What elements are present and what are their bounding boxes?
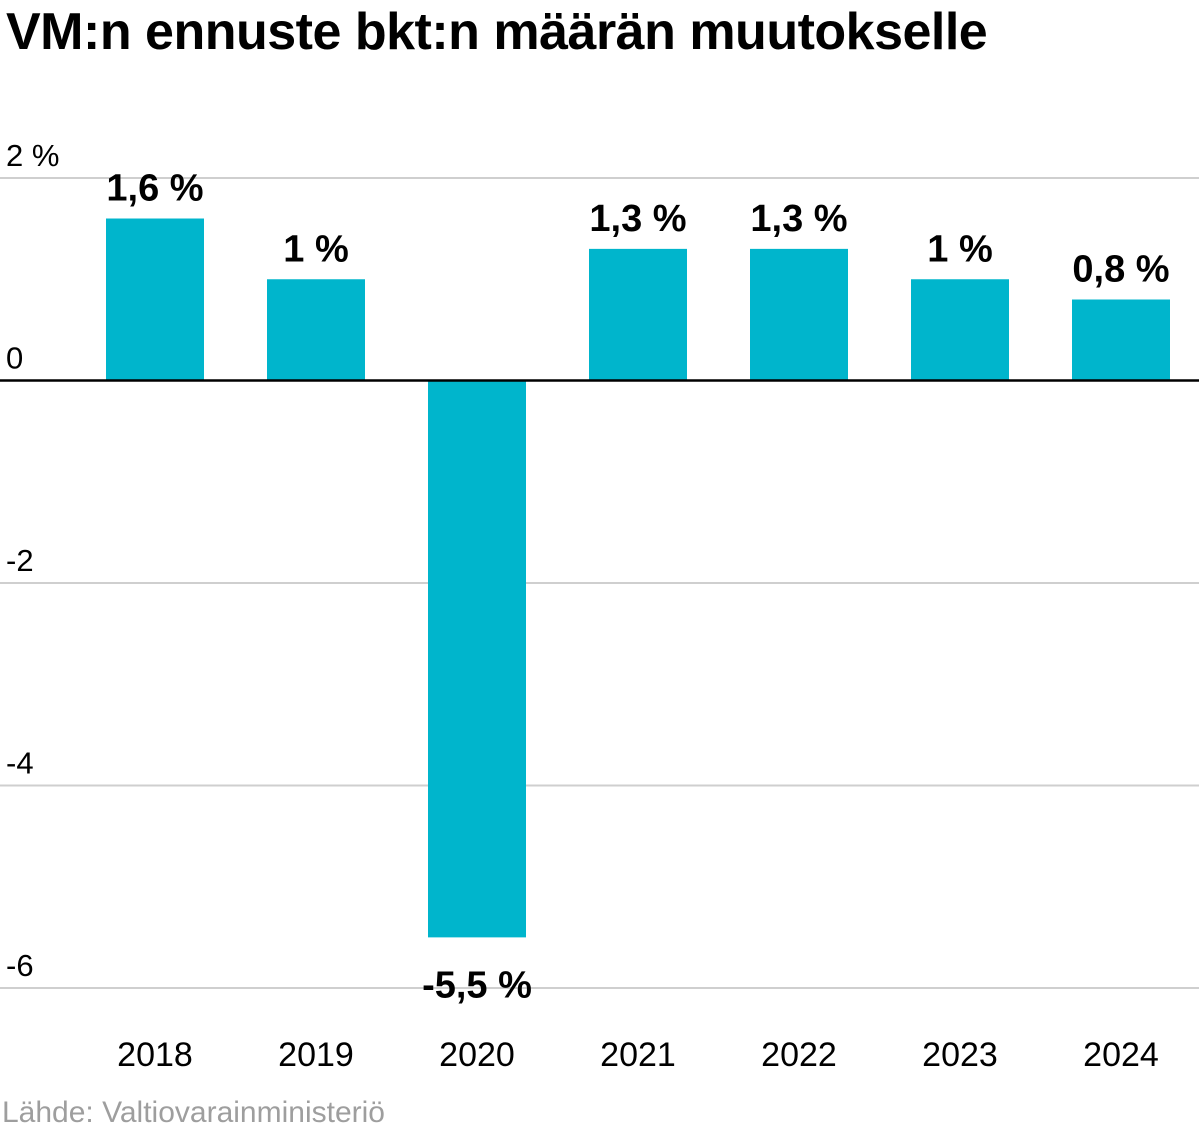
x-tick-label: 2023 xyxy=(922,1036,998,1074)
x-tick-label: 2020 xyxy=(439,1036,515,1074)
bar xyxy=(106,218,204,381)
bar xyxy=(589,248,687,381)
source-note: Lähde: Valtiovarainministeriö xyxy=(2,1096,385,1129)
y-tick-label: 0 xyxy=(6,341,23,376)
y-axis-ticks: 2 % 0 -2 -4 -6 xyxy=(6,138,59,983)
data-label: 0,8 % xyxy=(1072,249,1169,291)
x-tick-label: 2021 xyxy=(600,1036,676,1074)
data-label: 1 % xyxy=(927,228,992,270)
x-axis-categories: 2018 2019 2020 2021 2022 2023 2024 xyxy=(117,1036,1159,1074)
bar xyxy=(750,248,848,381)
data-label: 1,3 % xyxy=(750,198,847,240)
y-tick-label: -2 xyxy=(6,543,34,578)
bar xyxy=(911,279,1009,381)
bar xyxy=(1072,299,1170,381)
bar-chart: 2 % 0 -2 -4 -6 1,6 % 1 % -5,5 % 1,3 % 1,3 % 1 % 0,… xyxy=(0,138,1199,1074)
x-tick-label: 2024 xyxy=(1083,1036,1159,1074)
data-label: 1 % xyxy=(283,228,348,270)
x-tick-label: 2022 xyxy=(761,1036,837,1074)
y-tick-label: 2 % xyxy=(6,138,59,173)
chart-title: VM:n ennuste bkt:n määrän muutokselle xyxy=(6,3,988,61)
data-label: 1,3 % xyxy=(589,198,686,240)
bar xyxy=(267,279,365,381)
data-label: -5,5 % xyxy=(422,964,532,1006)
y-tick-label: -6 xyxy=(6,948,34,983)
y-tick-label: -4 xyxy=(6,746,34,781)
x-tick-label: 2018 xyxy=(117,1036,193,1074)
bar xyxy=(428,380,526,938)
data-label: 1,6 % xyxy=(106,168,203,210)
x-tick-label: 2019 xyxy=(278,1036,354,1074)
bars xyxy=(106,218,1170,938)
data-labels: 1,6 % 1 % -5,5 % 1,3 % 1,3 % 1 % 0,8 % xyxy=(106,168,1169,1007)
gridlines xyxy=(0,177,1199,989)
